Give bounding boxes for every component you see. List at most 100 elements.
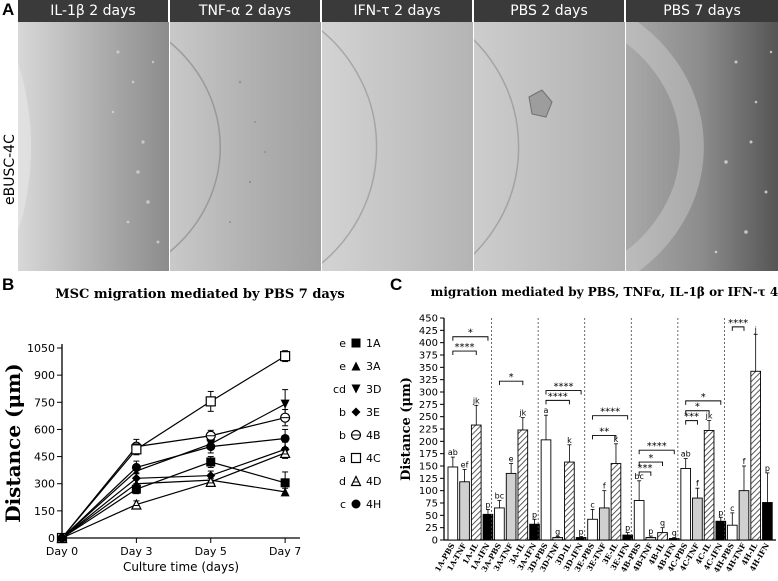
bar-1A-TNF (459, 481, 470, 541)
bar-letter: g (555, 528, 560, 537)
bar-letter: q (660, 519, 665, 528)
bar-4C-TNF (692, 497, 703, 541)
bar-letter: e (509, 455, 514, 464)
bar-letter: p (625, 524, 630, 533)
significance-bracket (592, 434, 617, 440)
micrograph-pbs-2days (474, 22, 625, 271)
bar-letter: jk (518, 409, 526, 418)
legend-letter: c (340, 498, 346, 511)
y-axis-label: Distance (μm) (1, 363, 25, 523)
image-1-title: IL-1β 2 days (50, 3, 136, 19)
data-point (131, 484, 141, 494)
data-point (280, 399, 290, 409)
y-tick-label: 900 (34, 369, 55, 382)
bar-letter: p (718, 508, 723, 517)
significance-bracket (638, 449, 675, 455)
significance-mark: *** (637, 463, 652, 474)
image-4-title: PBS 2 days (510, 3, 588, 19)
significance-bracket (452, 336, 489, 341)
cell-texture-tnfa (170, 41, 266, 253)
bar-letter: p (532, 510, 537, 519)
image-4-header (474, 0, 624, 22)
bar-letter: c (730, 504, 734, 513)
bar-3D-PBS (540, 439, 552, 541)
bar-letter: q (672, 529, 677, 538)
data-point (131, 444, 142, 455)
bar-letter: f (696, 479, 699, 488)
significance-mark: * (648, 453, 653, 464)
bar-1A-PBS (447, 466, 459, 541)
y-tick-label: 50 (425, 511, 438, 522)
micrograph-ifnt-2days (322, 22, 473, 271)
data-point (131, 462, 141, 472)
series-line (61, 461, 286, 539)
y-tick-label: 325 (419, 375, 438, 386)
bar-3E-PBS (587, 518, 598, 541)
series-4D (56, 447, 291, 544)
x-tick-label: Day 3 (120, 545, 152, 558)
y-tick-label: 425 (419, 326, 438, 337)
bar-letter: ab (681, 450, 691, 459)
bar-3A-TNF (505, 472, 517, 541)
panel-a-label: A (2, 0, 15, 19)
significance-bracket (452, 350, 477, 356)
bar-letter: p (579, 528, 584, 537)
significance-bracket (638, 471, 652, 476)
bar-letter: p (765, 464, 770, 473)
y-tick-label: 150 (34, 505, 55, 518)
image-5-title: PBS 7 days (663, 3, 741, 19)
cell-texture-ifnt (322, 30, 378, 264)
marker-tri (205, 476, 217, 488)
image-2-title: TNF-α 2 days (198, 3, 292, 19)
y-tick-label: 0 (432, 536, 438, 547)
panel-a: A IL-1β 2 days TNF-α 2 days IFN-τ 2 days (0, 0, 778, 272)
significance-mark: * (468, 328, 473, 339)
bar-4C-PBS (680, 468, 692, 541)
bar-letter: f (603, 482, 606, 491)
y-tick-label: 375 (419, 351, 438, 362)
bar-4B-PBS (633, 500, 645, 541)
x-tick-label: Day 7 (269, 545, 301, 558)
legend-marker (351, 407, 361, 417)
y-tick-label: 350 (419, 363, 438, 374)
bar-1A-IFN (482, 513, 494, 541)
data-point (280, 487, 290, 497)
significance-bracket (685, 410, 710, 415)
y-tick-label: 275 (419, 400, 438, 411)
marker-tri (279, 447, 291, 459)
bar-1A-IL (470, 424, 482, 541)
y-tick-label: 225 (419, 425, 438, 436)
bar-letter: c (590, 500, 594, 509)
bar-letter: bc (495, 492, 504, 501)
chart-c-title: migration mediated by PBS, TNFα, IL-1β o… (431, 285, 778, 299)
legend-letter: b (339, 429, 346, 442)
significance-mark: ** (599, 426, 609, 437)
data-point (280, 433, 290, 443)
image-3-title: IFN-τ 2 days (353, 3, 441, 19)
image-3-header (322, 0, 472, 22)
bar-3E-TNF (598, 507, 610, 541)
micrograph-il1b-2days (18, 22, 169, 271)
significance-bracket (592, 415, 629, 420)
panel-c-label: C (390, 275, 403, 294)
micrograph-pbs-7days (626, 22, 778, 271)
y-tick-label: 125 (419, 474, 438, 485)
legend-label: 4C (366, 452, 381, 465)
x-axis-label: Culture time (days) (123, 560, 239, 574)
legend-marker (351, 384, 361, 394)
marker-tri (130, 498, 142, 510)
significance-mark: **** (455, 342, 475, 353)
x-tick-label: Day 0 (46, 545, 78, 558)
y-tick-label: 150 (419, 462, 438, 473)
legend-label: 3D (366, 383, 381, 396)
y-tick-label: 600 (34, 423, 55, 436)
bar-4H-IL (750, 370, 761, 541)
y-tick-label: 750 (34, 396, 55, 409)
legend-marker (351, 338, 361, 348)
data-point (131, 473, 141, 483)
bar-3A-IL (517, 429, 529, 541)
data-point (280, 351, 291, 362)
bar-letter: a (544, 406, 549, 415)
legend-label: 4D (366, 475, 381, 488)
bar-4C-IL (703, 430, 715, 541)
